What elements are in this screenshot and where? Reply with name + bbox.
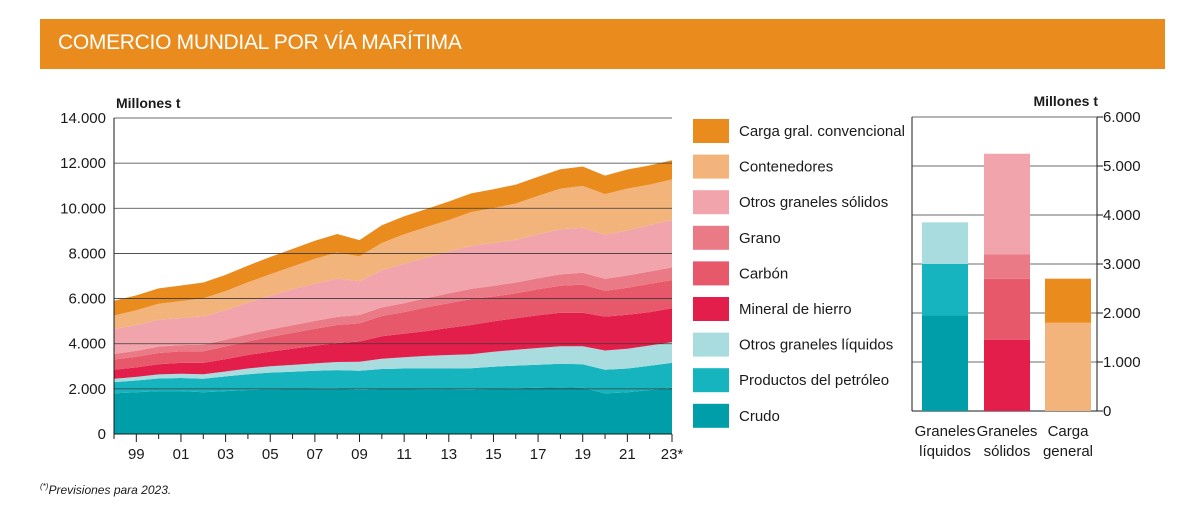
y-tick-label: 14.000 [60, 110, 106, 127]
y-tick-label: 2.000 [68, 381, 106, 398]
bar-category-label: Carga [1048, 423, 1090, 440]
legend-label: Otros graneles líquidos [739, 337, 893, 354]
bar-y-tick-label: 3.000 [1103, 256, 1141, 273]
bar-category-label: sólidos [984, 443, 1031, 460]
legend-swatch [693, 225, 729, 250]
x-tick-label: 23* [661, 446, 684, 463]
x-tick-label: 09 [351, 446, 368, 463]
bar-segment [922, 264, 968, 316]
bar-segment [984, 254, 1030, 279]
x-tick-label: 19 [574, 446, 591, 463]
legend-label: Crudo [739, 408, 780, 425]
legend-swatch [693, 119, 729, 143]
bar-y-axis-title: Millones t [1033, 93, 1098, 109]
bar-category-label: Graneles [977, 423, 1038, 440]
bar-y-tick-label: 4.000 [1103, 207, 1141, 224]
y-tick-label: 0 [98, 426, 106, 443]
legend-label: Carga gral. convencional [739, 123, 905, 140]
y-tick-label: 4.000 [68, 336, 106, 353]
bar-segment [984, 278, 1030, 340]
legend-label: Carbón [739, 265, 788, 282]
area-series-carga-gral-convencional [114, 160, 672, 316]
footnote-text: Previsiones para 2023. [48, 483, 172, 497]
legend-label: Mineral de hierro [739, 301, 852, 318]
bar-category-label: Graneles [915, 423, 976, 440]
bar-segment [984, 339, 1030, 411]
x-tick-label: 11 [396, 446, 412, 463]
bar-y-tick-label: 1.000 [1103, 354, 1141, 371]
y-tick-label: 8.000 [68, 245, 106, 262]
legend-swatch [693, 261, 729, 286]
legend-swatch [693, 332, 729, 357]
legend-swatch [693, 154, 729, 179]
legend-swatch [693, 368, 729, 393]
footnote-mark: (*) [40, 482, 49, 491]
bar-segment [1045, 278, 1091, 323]
x-tick-label: 05 [262, 446, 279, 463]
x-tick-label: 21 [619, 446, 636, 463]
area-series-productos-del-petróleo [114, 362, 672, 394]
x-tick-label: 07 [307, 446, 324, 463]
bar-category-label: líquidos [919, 443, 971, 460]
area-series-contenedores [114, 179, 672, 329]
y-tick-label: 6.000 [68, 291, 106, 308]
footnote: (*)Previsiones para 2023. [40, 482, 171, 497]
y-axis-title: Millones t [116, 95, 181, 111]
bar-y-tick-label: 2.000 [1103, 305, 1141, 322]
x-tick-label: 17 [530, 446, 547, 463]
x-tick-label: 01 [173, 446, 190, 463]
x-tick-label: 03 [217, 446, 234, 463]
bar-segment [922, 315, 968, 411]
area-series-carbón [114, 280, 672, 370]
bar-segment [1045, 322, 1091, 411]
bar-category-label: general [1043, 443, 1093, 460]
area-series-group [114, 160, 672, 434]
area-series-otros-graneles-líquidos [114, 342, 672, 383]
bar-segment [984, 153, 1030, 255]
legend-label: Otros graneles sólidos [739, 194, 888, 211]
legend-swatch [693, 190, 729, 215]
legend-swatch [693, 403, 729, 428]
legend-label: Grano [739, 230, 781, 247]
x-tick-label: 99 [128, 446, 145, 463]
bar-segment [922, 222, 968, 264]
legend-label: Contenedores [739, 159, 833, 176]
header-banner: COMERCIO MUNDIAL POR VÍA MARÍTIMA [40, 19, 1165, 69]
area-series-grano [114, 267, 672, 360]
bar-y-tick-label: 0 [1103, 403, 1111, 420]
x-tick-label: 13 [440, 446, 457, 463]
area-series-crudo [114, 387, 672, 434]
legend-label: Productos del petróleo [739, 372, 889, 389]
y-tick-label: 12.000 [60, 155, 106, 172]
bar-y-tick-label: 6.000 [1103, 109, 1141, 126]
x-tick-label: 15 [485, 446, 502, 463]
legend-swatch [693, 297, 729, 321]
page-title: COMERCIO MUNDIAL POR VÍA MARÍTIMA [58, 31, 462, 54]
bar-y-tick-label: 5.000 [1103, 158, 1141, 175]
y-tick-label: 10.000 [60, 200, 106, 217]
